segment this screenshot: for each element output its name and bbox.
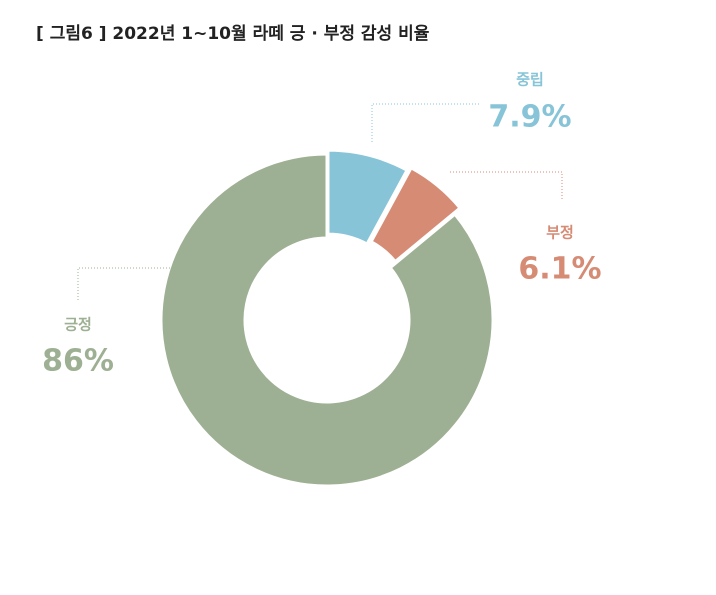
donut-slice xyxy=(369,165,463,264)
slice-label: 긍정 xyxy=(64,316,92,334)
slice-label: 부정 xyxy=(546,224,574,242)
slice-label: 중립 xyxy=(516,71,544,89)
slice-value: 7.9% xyxy=(488,100,571,135)
leader-line xyxy=(450,171,563,200)
leader-line xyxy=(371,103,480,142)
donut-slice xyxy=(326,148,410,247)
chart-title: [ 그림6 ] 2022년 1~10월 라떼 긍 · 부정 감성 비율 xyxy=(36,24,430,44)
slice-value: 6.1% xyxy=(518,252,601,287)
leader-line xyxy=(77,267,170,300)
slice-value: 86% xyxy=(42,344,114,379)
donut-slice xyxy=(159,152,495,488)
